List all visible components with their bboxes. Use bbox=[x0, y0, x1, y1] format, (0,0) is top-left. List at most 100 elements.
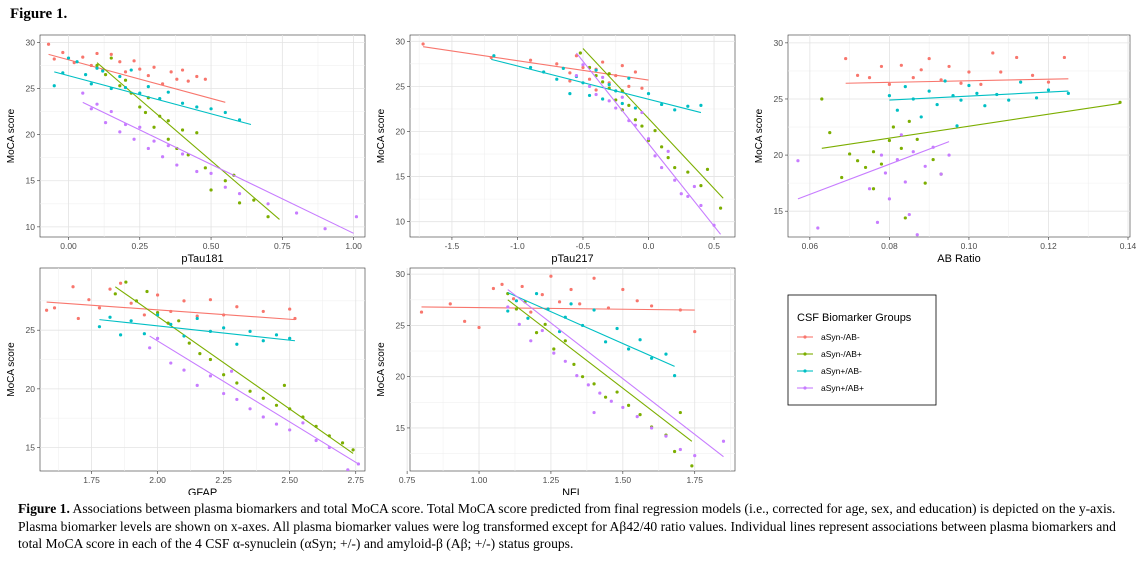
nfl-regression-line-asyn-ab bbox=[421, 306, 695, 311]
ptau217-point-asyn-ab bbox=[673, 108, 677, 112]
ab-ratio-point-asyn-ab bbox=[1030, 73, 1035, 77]
ptau217-point-asyn-ab bbox=[633, 118, 638, 122]
ptau217-y-tick-label: 20 bbox=[396, 126, 406, 136]
ab-ratio-point-asyn-ab bbox=[939, 172, 943, 176]
ptau181-point-asyn-ab bbox=[223, 185, 227, 189]
ptau217-regression-line-asyn-ab bbox=[423, 46, 649, 81]
ab-ratio-point-asyn-ab bbox=[863, 165, 868, 170]
gfap-point-asyn-ab bbox=[261, 415, 265, 419]
nfl-point-asyn-ab bbox=[500, 282, 504, 287]
legend-entry: aSyn-/AB+ bbox=[797, 349, 862, 359]
ptau181-regression-line-asyn-ab bbox=[82, 101, 354, 234]
ab-ratio-point-asyn-ab bbox=[927, 56, 931, 61]
nfl-point-asyn-ab bbox=[678, 410, 682, 415]
ptau217-point-asyn-ab bbox=[627, 84, 631, 89]
ptau181-regression-line-asyn-ab bbox=[54, 71, 252, 126]
ab-ratio-x-tick-label: 0.06 bbox=[802, 241, 819, 251]
ab-ratio-data bbox=[796, 51, 1122, 237]
nfl-point-asyn-ab bbox=[635, 299, 639, 303]
nfl-point-asyn-ab bbox=[563, 339, 567, 343]
ptau181-point-asyn-ab bbox=[95, 63, 99, 68]
ptau181-plot-area bbox=[39, 34, 366, 238]
gfap-x-tick-label: 1.75 bbox=[83, 475, 100, 485]
nfl-point-asyn-ab bbox=[664, 352, 668, 356]
ptau181-point-asyn-ab bbox=[152, 125, 156, 129]
ptau181-point-asyn-ab bbox=[138, 91, 142, 95]
nfl-point-asyn-ab bbox=[543, 322, 547, 326]
ab-ratio-point-asyn-ab bbox=[975, 91, 979, 95]
ptau217-panel: -1.5 -1.0 -0.5 0.0 0.5 10 15 20 25 30 pTau217 MoCA … bbox=[376, 34, 736, 265]
ptau181-point-asyn-ab bbox=[143, 110, 148, 115]
ptau217-point-asyn-ab bbox=[633, 70, 638, 74]
ptau217-point-asyn-ab bbox=[555, 77, 559, 81]
nfl-point-asyn-ab bbox=[621, 405, 625, 410]
ptau217-point-asyn-ab bbox=[653, 128, 657, 133]
ptau181-point-asyn-ab bbox=[166, 137, 170, 141]
ptau217-regression-line-asyn-ab bbox=[491, 58, 702, 114]
ptau181-y-tick-label: 25 bbox=[26, 83, 36, 93]
nfl-point-asyn-ab bbox=[626, 347, 631, 351]
ptau181-point-asyn-ab bbox=[146, 146, 150, 151]
ab-ratio-point-asyn-ab bbox=[907, 119, 911, 124]
gfap-point-asyn-ab bbox=[301, 421, 305, 425]
ptau181-x-tick-label: 0.00 bbox=[60, 241, 77, 251]
gfap-point-asyn-ab bbox=[155, 310, 160, 315]
ab-ratio-point-asyn-ab bbox=[923, 181, 927, 185]
ab-ratio-y-tick-label: 20 bbox=[774, 150, 784, 160]
ab-ratio-point-asyn-ab bbox=[1046, 88, 1051, 92]
ptau217-x-axis-title: pTau217 bbox=[551, 253, 593, 265]
nfl-point-asyn-ab bbox=[517, 322, 521, 326]
ab-ratio-point-asyn-ab bbox=[1062, 55, 1066, 60]
ab-ratio-regression-line-asyn-ab bbox=[797, 141, 950, 200]
ptau181-point-asyn-ab bbox=[237, 201, 242, 205]
nfl-point-asyn-ab bbox=[721, 439, 726, 443]
gfap-point-asyn-ab bbox=[195, 383, 199, 387]
legend-label: aSyn-/AB+ bbox=[821, 349, 862, 359]
legend-label: aSyn+/AB- bbox=[821, 366, 862, 376]
nfl-plot-area bbox=[409, 267, 736, 472]
nfl-point-asyn-ab bbox=[621, 287, 625, 292]
ab-ratio-x-tick-label: 0.14 bbox=[1120, 241, 1137, 251]
ptau181-point-asyn-ab bbox=[101, 69, 105, 73]
ptau181-point-asyn-ab bbox=[266, 202, 270, 206]
ptau181-point-asyn-ab bbox=[195, 105, 199, 109]
ptau217-point-asyn-ab bbox=[601, 80, 605, 84]
nfl-point-asyn-ab bbox=[592, 276, 596, 280]
ab-ratio-point-asyn-ab bbox=[955, 124, 959, 128]
gfap-y-axis-title: MoCA score bbox=[6, 342, 17, 397]
ptau181-point-asyn-ab bbox=[118, 84, 122, 88]
ptau181-point-asyn-ab bbox=[132, 137, 136, 141]
nfl-panel: 0.75 1.00 1.25 1.50 1.75 15 20 25 30 NFL MoCA scor… bbox=[376, 267, 736, 495]
nfl-point-asyn-ab bbox=[572, 362, 576, 366]
gfap-point-asyn-ab bbox=[155, 336, 160, 341]
gfap-point-asyn-ab bbox=[129, 301, 133, 305]
gfap-x-axis-title: GFAP bbox=[188, 487, 217, 495]
nfl-point-asyn-ab bbox=[511, 297, 516, 301]
ab-ratio-x-tick-label: 0.10 bbox=[961, 241, 978, 251]
ptau217-x-tick-label: -0.5 bbox=[576, 241, 591, 251]
nfl-point-asyn-ab bbox=[609, 399, 613, 403]
ab-ratio-point-asyn-ab bbox=[911, 76, 915, 80]
ptau217-point-asyn-ab bbox=[620, 101, 624, 106]
ab-ratio-point-asyn-ab bbox=[915, 137, 919, 141]
ab-ratio-point-asyn-ab bbox=[871, 187, 876, 191]
nfl-regression-line-asyn-ab bbox=[507, 289, 724, 458]
ptau181-point-asyn-ab bbox=[160, 155, 165, 159]
nfl-point-asyn-ab bbox=[649, 304, 654, 308]
ab-ratio-point-asyn-ab bbox=[867, 187, 872, 191]
ab-ratio-y-axis-title: MoCA score bbox=[754, 108, 765, 163]
ptau181-point-asyn-ab bbox=[323, 227, 327, 231]
gfap-point-asyn-ab bbox=[222, 373, 226, 377]
ptau181-point-asyn-ab bbox=[203, 166, 207, 170]
ptau217-x-tick-label: -1.5 bbox=[445, 241, 460, 251]
ptau217-point-asyn-ab bbox=[666, 156, 670, 160]
nfl-point-asyn-ab bbox=[477, 325, 481, 330]
gfap-point-asyn-ab bbox=[222, 391, 226, 396]
gfap-y-tick-label: 20 bbox=[26, 384, 36, 394]
ptau217-regression-line-asyn-ab bbox=[582, 48, 724, 199]
ptau181-point-asyn-ab bbox=[103, 121, 108, 125]
ptau217-point-asyn-ab bbox=[640, 124, 644, 128]
ptau217-point-asyn-ab bbox=[699, 203, 703, 208]
gfap-point-asyn-ab bbox=[261, 309, 265, 314]
nfl-point-asyn-ab bbox=[520, 284, 524, 289]
